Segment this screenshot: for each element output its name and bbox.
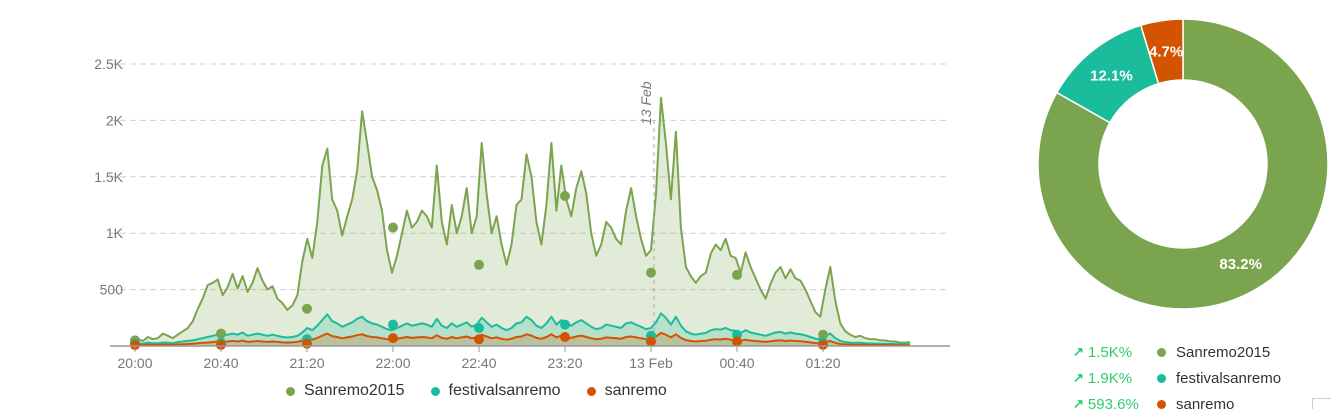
legend-dot <box>586 386 596 396</box>
x-tick-label: 20:40 <box>203 355 238 371</box>
data-point-sanremo <box>388 333 398 344</box>
stat-change: ↗ 1.5K% <box>1073 344 1157 361</box>
x-tick-label: 01:20 <box>805 355 840 371</box>
up-arrow-icon: ↗ <box>1073 344 1084 359</box>
x-tick-label: 23:20 <box>547 355 582 371</box>
data-point-sanremo <box>818 339 828 350</box>
stat-name: Sanremo2015 <box>1176 343 1271 361</box>
legend-item-sanremo2015[interactable]: Sanremo2015 <box>286 382 405 400</box>
stat-row-sanremo2015: ↗ 1.5K% Sanremo2015 <box>1073 339 1281 365</box>
data-point-festivalsanremo <box>388 319 398 330</box>
series-area-festivalsanremo <box>133 313 910 346</box>
stats-list: ↗ 1.5K% Sanremo2015 ↗ 1.9K% festivalsanrem… <box>1073 339 1281 417</box>
legend-dot <box>286 386 295 396</box>
data-point-sanremo2015 <box>818 329 828 340</box>
stat-change: ↗ 1.9K% <box>1073 370 1157 387</box>
series-area-sanremo2015 <box>133 97 910 346</box>
stat-name: sanremo <box>1176 395 1235 413</box>
data-point-sanremo2015 <box>388 222 398 233</box>
legend-label: Sanremo2015 <box>304 382 405 399</box>
data-point-festivalsanremo <box>474 322 484 333</box>
data-point-sanremo2015 <box>474 259 484 270</box>
x-tick-label: 13 Feb <box>629 355 673 371</box>
legend-label: sanremo <box>604 382 667 399</box>
donut-slice-sanremo2015[interactable] <box>1037 18 1329 310</box>
series-line-sanremo <box>132 331 910 347</box>
donut-slice-label: 83.2% <box>1219 256 1262 273</box>
up-arrow-icon: ↗ <box>1073 396 1084 411</box>
stat-row-sanremo: ↗ 593.6% sanremo <box>1073 391 1281 417</box>
data-point-sanremo <box>560 331 570 342</box>
data-point-sanremo <box>216 339 226 350</box>
y-tick-label: 2.5K <box>94 56 123 72</box>
series-line-festivalsanremo <box>132 312 910 346</box>
y-tick-label: 2K <box>106 112 124 128</box>
area-chart-svg: 500 1K 1.5K 2K 2.5K 13 Feb 20:00 20:40 21:20 22:0… <box>94 56 950 371</box>
stat-change-value: 1.5K% <box>1087 343 1133 361</box>
data-point-sanremo <box>646 336 656 347</box>
stat-change-value: 593.6% <box>1087 395 1139 413</box>
x-tick-label: 00:40 <box>719 355 754 371</box>
x-tick-label: 20:00 <box>117 355 152 371</box>
area-chart: 500 1K 1.5K 2K 2.5K 13 Feb 20:00 20:40 21:20 22:0… <box>94 56 950 371</box>
chart-legend: Sanremo2015 festivalsanremo sanremo <box>286 382 667 400</box>
y-tick-label: 1K <box>106 225 124 241</box>
stat-dot <box>1157 373 1166 383</box>
stat-change: ↗ 593.6% <box>1073 396 1157 413</box>
y-tick-label: 1.5K <box>94 169 123 185</box>
data-point-festivalsanremo <box>560 319 570 330</box>
data-point-sanremo <box>474 334 484 345</box>
data-point-sanremo <box>732 336 742 347</box>
series-area-sanremo <box>133 332 910 346</box>
donut-chart: 83.2% 12.1% 4.7% <box>1020 0 1331 330</box>
x-tick-label: 21:20 <box>289 355 324 371</box>
stat-dot <box>1157 347 1166 357</box>
resize-handle-icon[interactable] <box>1312 398 1331 409</box>
legend-dot <box>430 386 440 396</box>
y-tick-label: 500 <box>100 282 124 298</box>
x-tick-label: 22:00 <box>375 355 410 371</box>
annotation-label: 13 Feb <box>638 81 654 125</box>
legend-item-sanremo[interactable]: sanremo <box>586 382 667 400</box>
stat-name: festivalsanremo <box>1176 369 1282 387</box>
donut-slice-label: 4.7% <box>1149 44 1183 61</box>
data-point-sanremo2015 <box>646 267 656 278</box>
donut-slice-label: 12.1% <box>1090 68 1133 85</box>
legend-label: festivalsanremo <box>448 382 561 399</box>
up-arrow-icon: ↗ <box>1073 370 1084 385</box>
data-point-sanremo2015 <box>302 303 312 314</box>
x-tick-label: 22:40 <box>461 355 496 371</box>
donut-slice-sanremo[interactable] <box>1139 18 1184 85</box>
data-point-sanremo2015 <box>216 328 226 339</box>
stat-dot <box>1157 399 1166 409</box>
legend-item-festivalsanremo[interactable]: festivalsanremo <box>430 382 561 400</box>
data-point-sanremo2015 <box>732 269 742 280</box>
donut-chart-svg: 83.2% 12.1% 4.7% <box>1037 18 1329 310</box>
series-line-sanremo2015 <box>132 96 911 344</box>
data-point-sanremo <box>130 340 140 351</box>
stat-row-festivalsanremo: ↗ 1.9K% festivalsanremo <box>1073 365 1281 391</box>
stat-change-value: 1.9K% <box>1087 369 1133 387</box>
data-point-sanremo2015 <box>560 190 570 201</box>
